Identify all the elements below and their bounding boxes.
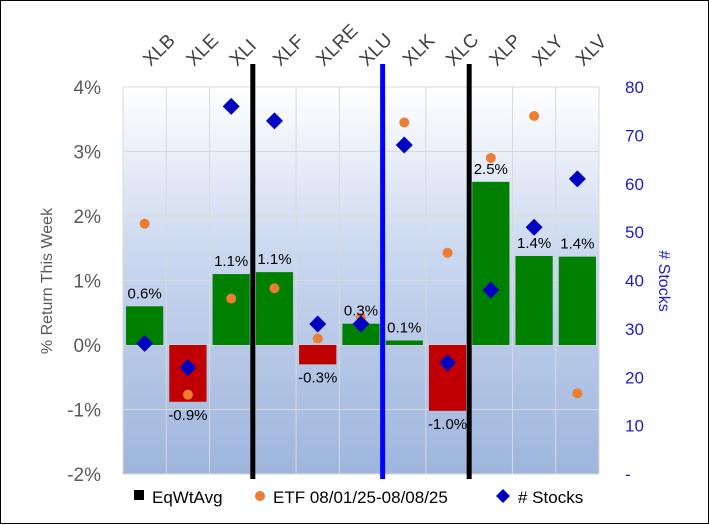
etf-point-xle: [182, 389, 193, 400]
y2-tick-label: 20: [625, 368, 644, 387]
etf-point-xlc: [442, 247, 453, 258]
category-label-xlf: XLF: [269, 31, 308, 70]
y2-tick-label: 80: [625, 78, 644, 97]
y-axis-title: % Return This Week: [39, 207, 56, 354]
bar-xlk: [385, 340, 423, 345]
data-label-xlf: 1.1%: [257, 251, 291, 268]
legend-label-etf: ETF 08/01/25-08/08/25: [273, 488, 448, 507]
stocks-point-xlf: [265, 112, 283, 130]
legend-label-stocks: # Stocks: [518, 488, 583, 507]
category-label-xly: XLY: [529, 31, 568, 70]
data-label-xly: 1.4%: [517, 235, 551, 252]
y2-tick-label: 10: [625, 417, 644, 436]
y-tick-label: -1%: [67, 401, 101, 422]
bar-xlre: [299, 345, 337, 365]
stocks-point-xly: [525, 218, 543, 236]
legend-label-eqwtavg: EqWtAvg: [152, 488, 223, 507]
data-label-xle: -0.9%: [168, 407, 207, 424]
legend-swatch-stocks: [496, 489, 510, 503]
etf-point-xlb: [139, 218, 150, 229]
etf-point-xlf: [269, 283, 280, 294]
y2-tick-label: 30: [625, 320, 644, 339]
y-tick-label: 0%: [74, 336, 102, 357]
y-tick-label: 4%: [74, 78, 102, 99]
etf-point-xlre: [312, 333, 323, 344]
stocks-point-xle: [179, 359, 197, 377]
bar-xlu: [342, 323, 380, 345]
category-label-xli: XLI: [226, 36, 261, 71]
stocks-point-xlp: [482, 281, 500, 299]
bar-xlv: [558, 256, 596, 345]
category-label-xlp: XLP: [486, 30, 526, 70]
stocks-point-xlv: [568, 170, 586, 188]
data-label-xlp: 2.5%: [474, 161, 508, 178]
y2-tick-label: 50: [625, 223, 644, 242]
stocks-point-xlu: [352, 315, 370, 333]
data-label-xli: 1.1%: [214, 253, 248, 270]
stocks-point-xli: [222, 97, 240, 115]
y-tick-label: 2%: [74, 207, 102, 228]
stocks-point-xlc: [439, 354, 457, 372]
data-label-xlb: 0.6%: [128, 285, 162, 302]
data-label-xlv: 1.4%: [560, 236, 594, 253]
y2-tick-label: 40: [625, 272, 644, 291]
data-label-xlu: 0.3%: [344, 303, 378, 320]
stocks-point-xlb: [136, 334, 154, 352]
bar-xli: [212, 274, 250, 345]
etf-point-xli: [226, 293, 237, 304]
etf-point-xlv: [572, 388, 583, 399]
category-label-xle: XLE: [183, 30, 223, 70]
stocks-point-xlk: [395, 136, 413, 154]
category-label-xlv: XLV: [572, 31, 611, 70]
y2-tick-label: -: [625, 465, 631, 484]
bar-xly: [515, 255, 553, 345]
y-tick-label: 3%: [74, 143, 102, 164]
data-label-xlc: -1.0%: [428, 416, 467, 433]
stocks-point-xlre: [309, 315, 327, 333]
category-label-xlre: XLRE: [312, 21, 362, 71]
y2-tick-label: 70: [625, 126, 644, 145]
category-label-xlc: XLC: [442, 30, 483, 71]
y2-axis-title: # Stocks: [655, 250, 672, 311]
bar-xlf: [255, 272, 294, 345]
etf-point-xlp: [485, 152, 496, 163]
legend-swatch-eqwtavg: [134, 490, 144, 500]
y-tick-label: 1%: [74, 272, 102, 293]
category-label-xlb: XLB: [139, 30, 179, 70]
category-label-xlk: XLK: [399, 30, 439, 70]
y-tick-label: -2%: [67, 465, 101, 486]
etf-point-xlk: [399, 117, 410, 128]
legend: EqWtAvg ETF 08/01/25-08/08/25 # Stocks: [134, 488, 583, 507]
data-label-xlre: -0.3%: [298, 369, 337, 386]
bar-xlp: [472, 181, 510, 345]
y2-tick-label: 60: [625, 175, 644, 194]
data-label-xlk: 0.1%: [387, 319, 421, 336]
etf-point-xly: [529, 111, 540, 122]
legend-swatch-etf: [255, 491, 265, 501]
